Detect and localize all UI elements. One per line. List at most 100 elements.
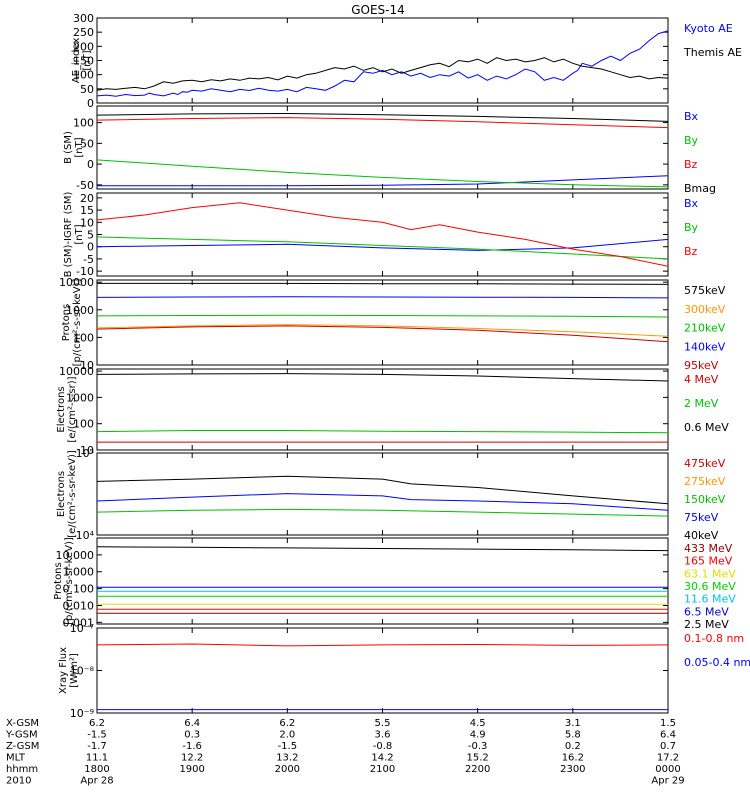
legend-entry: 95keV [684,359,719,372]
y-tick-label: 50 [80,83,94,96]
y-axis-label-line: AE_index [71,38,82,84]
y-axis-label: Electrons[e/(cm²-s-sr)] [56,376,78,442]
legend-entry: 140keV [684,340,726,353]
legend-entry: 2 MeV [684,397,719,410]
y-tick-label: 1.000 [63,566,95,579]
y-axis-label: AE_index[nT] [71,38,93,84]
series-line-0-1-0-8-nm [97,643,668,647]
y-tick-label: 10⁴ [76,529,95,542]
series-line-bx [97,175,668,187]
y-tick-label: 0.001 [63,616,95,629]
x-axis-value: 16.2 [562,753,584,764]
y-tick-label: 20 [80,192,94,205]
legend-entry: Themis AE [683,46,742,59]
y-tick-label: 10 [80,216,94,229]
panel-frame [96,368,669,451]
legend-entry: 433 MeV [684,542,733,555]
series-line-150kev [97,508,668,517]
legend-entry: 0.05-0.4 nm [684,656,750,669]
x-axis-value: -1.6 [182,741,202,752]
y-axis-label-line: [nT] [82,50,93,70]
series-line-bz [97,202,668,267]
x-axis-row-label: 2010 [6,776,31,787]
y-tick-label: -50 [76,179,94,192]
x-axis-value: 14.2 [371,753,393,764]
legend-entry: 275keV [684,475,726,488]
y-tick-label: 1000 [66,304,94,317]
y-axis-label-line: [p/(cm²-s-sr-keV)] [72,279,83,367]
y-tick-label: -5 [83,253,94,266]
x-axis-value: 11.1 [86,753,108,764]
legend-entry: 150keV [684,493,726,506]
y-axis-label: Xray Flux[W/m²] [58,647,80,694]
y-axis-label-line: [nT] [74,224,85,244]
x-axis-value: 3.6 [375,730,391,741]
y-axis-label-line: Electrons [56,471,67,517]
y-axis-label-line: [W/m²] [69,653,80,688]
series-line-575kev [97,282,668,285]
y-axis-label-line: [nT] [74,137,85,157]
x-axis-value: 0.7 [660,741,676,752]
x-axis-value: 2300 [560,764,585,775]
legend-entry: Bz [684,158,698,171]
series-line-210kev [97,314,668,318]
x-axis-value: -1.7 [87,741,107,752]
x-axis-value: -0.3 [468,741,488,752]
panel-frame [96,452,669,536]
legend-entry: Kyoto AE [684,22,733,35]
y-tick-label: 300 [73,12,94,25]
x-axis-value: 4.5 [470,718,486,729]
y-axis-label-line: Electrons [56,386,67,432]
y-tick-label: 150 [73,55,94,68]
legend-entry: 2.5 MeV [684,618,729,631]
x-axis-value: 6.4 [184,718,200,729]
x-axis-value: 2100 [370,764,395,775]
y-axis-label-line: B (SM) [63,131,74,164]
legend-entry: 0.6 MeV [684,421,729,434]
y-axis-label: B (SM)[nT] [63,131,85,164]
y-tick-label: -10 [76,265,94,278]
series-line-140kev [97,296,668,299]
y-tick-label: 1000 [66,391,94,404]
panel-2: 100 50 0 -50 B (SM)[nT] Bx By Bz Bmag [63,105,716,195]
y-tick-label: 100 [73,69,94,82]
y-tick-label: 10000 [59,365,94,378]
legend-entry: Bx [684,197,699,210]
x-axis-row-label: X-GSM [6,718,39,729]
x-axis-value: 5.5 [375,718,391,729]
x-axis-value: 2200 [465,764,490,775]
panel-frame [96,192,669,277]
y-tick-label: 100 [73,117,94,130]
legend-entry: 6.5 MeV [684,605,729,618]
legend-entry: By [684,134,699,147]
y-tick-label: 0 [87,158,94,171]
legend-entry: 30.6 MeV [684,580,736,593]
series-line-kyoto-ae [97,30,668,97]
legend-entry: 0.1-0.8 nm [684,632,744,645]
x-axis-value: 15.2 [467,753,489,764]
legend-entry: By [684,221,699,234]
legend-entry: 575keV [684,284,726,297]
x-axis-value: 4.9 [470,730,486,741]
x-axis-value: 5.8 [565,730,581,741]
y-axis-label: Protons[p/(cm²-s-sr-keV)] [53,537,75,625]
y-tick-label: 0 [87,241,94,254]
legend-entry: 165 MeV [684,555,733,568]
series-line-by [97,159,668,188]
x-axis-value: -0.8 [373,741,393,752]
x-axis-value: Apr 28 [80,776,113,787]
y-tick-label: 10⁻⁸ [70,665,95,678]
chart-title: GOES-14 [351,3,405,17]
series-line-2-mev [97,430,668,434]
legend-entry: Bx [684,110,699,123]
x-axis-row-label: Z-GSM [6,741,39,752]
x-axis-value: 0.2 [565,741,581,752]
panel-7: 10.0001.0000.1000.0100.001Protons[p/(cm²… [53,537,736,631]
y-axis-label-line: [e/(cm²-s-sr-keV)] [67,450,78,538]
y-axis-label-line: B (SM)-IGRF (SM) [63,192,74,278]
panel-frame [96,537,669,625]
